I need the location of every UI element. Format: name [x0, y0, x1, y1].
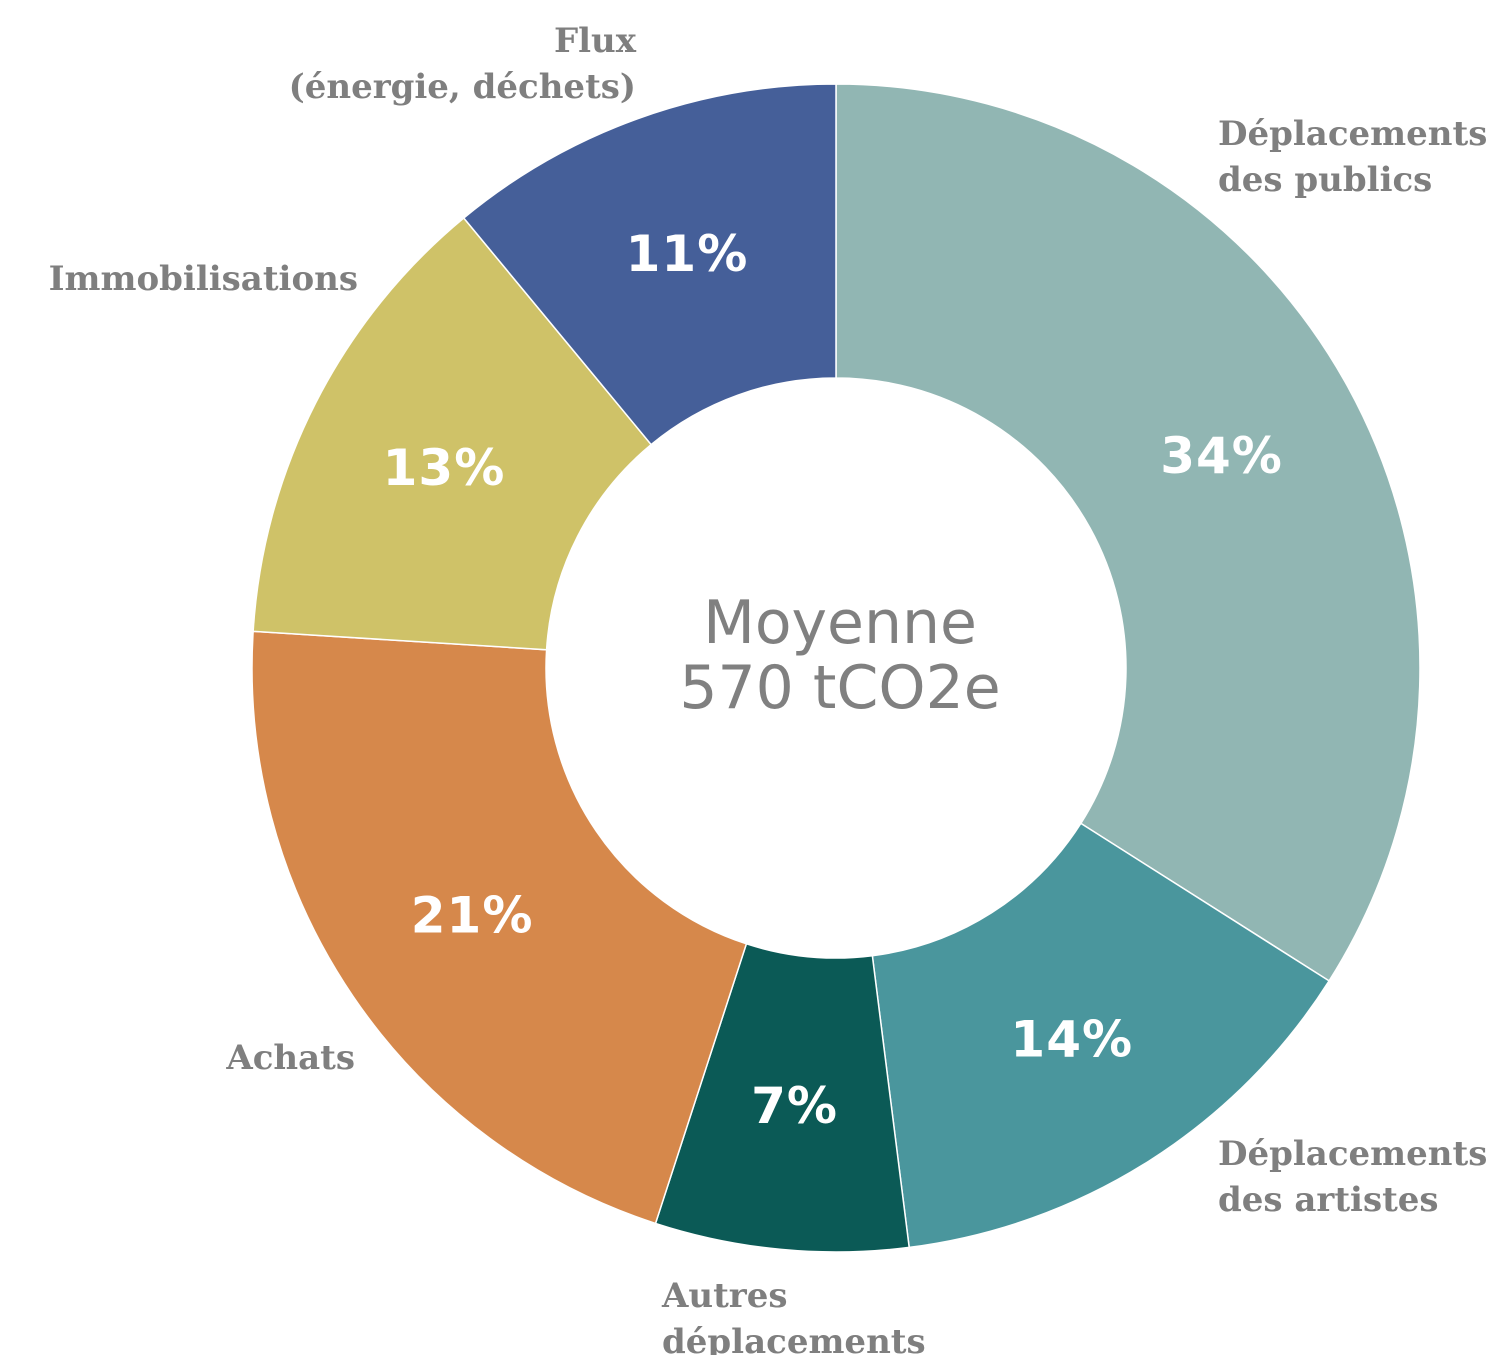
category-label-autres-deplacements-line1: Autres — [661, 1276, 788, 1316]
category-label-deplacements-des-publics-line1: Déplacements — [1218, 114, 1487, 154]
category-label-deplacements-des-artistes-line1: Déplacements — [1218, 1134, 1487, 1174]
slice-deplacements-des-artistes — [871, 822, 1331, 1249]
category-labels-group: Déplacements des publics Déplacements des a… — [49, 21, 1488, 1355]
percent-label-autres-deplacements: 7% — [751, 1077, 838, 1135]
center-label-line1: Moyenne — [703, 588, 977, 658]
category-label-achats-line1: Achats — [225, 1038, 355, 1078]
category-label-flux-energie-dechets-line2: (énergie, déchets) — [289, 67, 636, 107]
category-label-deplacements-des-artistes-line2: des artistes — [1218, 1180, 1439, 1220]
center-label-line2: 570 tCO2e — [679, 653, 1000, 723]
slice-deplacements-des-publics — [835, 83, 1421, 982]
percent-label-flux-energie-dechets: 11% — [626, 225, 749, 283]
category-label-deplacements-des-publics-line2: des publics — [1218, 160, 1432, 200]
category-label-autres-deplacements-line2: déplacements — [662, 1322, 926, 1355]
slice-flux-energie-dechets — [462, 83, 837, 446]
category-label-immobilisations-line1: Immobilisations — [49, 259, 358, 299]
percent-label-deplacements-des-artistes: 14% — [1010, 1011, 1133, 1069]
percent-label-deplacements-des-publics: 34% — [1160, 427, 1283, 485]
percent-label-immobilisations: 13% — [383, 439, 506, 497]
category-label-flux-energie-dechets-line1: Flux — [554, 21, 637, 61]
slice-immobilisations — [252, 216, 653, 651]
slice-achats — [251, 630, 748, 1225]
slices-group — [251, 83, 1421, 1253]
percent-labels-group: 34% 14% 7% 21% 13% 11% — [383, 225, 1283, 1135]
center-label-group: Moyenne 570 tCO2e — [679, 588, 1000, 723]
percent-label-achats: 21% — [411, 886, 534, 944]
